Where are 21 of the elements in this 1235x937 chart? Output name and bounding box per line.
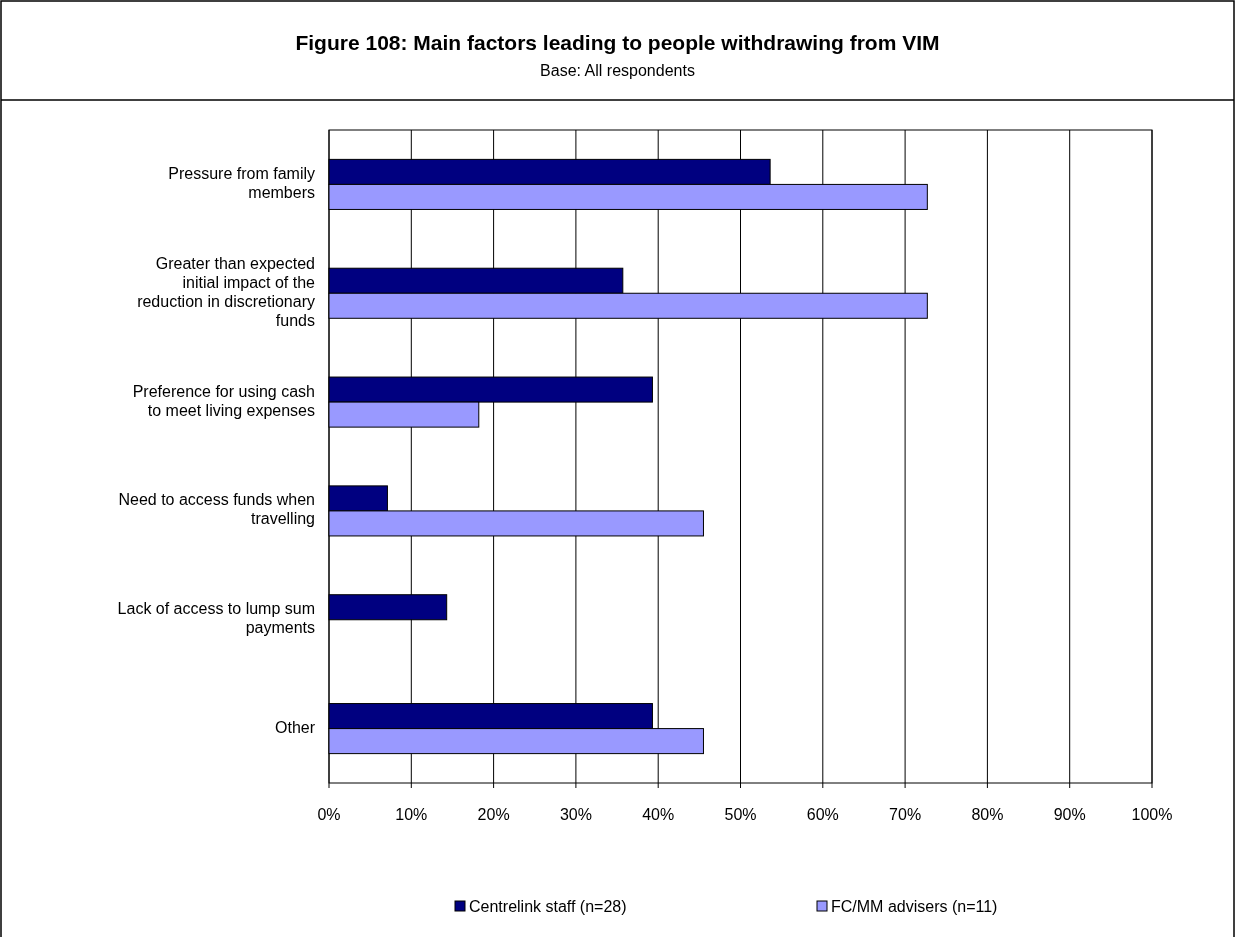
x-tick-label: 80%	[971, 806, 1004, 823]
legend-label: FC/MM advisers (n=11)	[831, 898, 998, 915]
x-tick-label: 100%	[1131, 806, 1173, 823]
x-tick-label: 30%	[559, 806, 592, 823]
y-tick-label: Pressure from family members	[168, 165, 315, 202]
y-tick-label: Other	[274, 718, 316, 736]
y-tick-label: Need to access funds when travelling	[118, 491, 315, 528]
y-tick-label: Lack of access to lump sum payments	[117, 600, 315, 637]
legend-label: Centrelink staff (n=28)	[469, 898, 627, 915]
y-tick-label: Greater than expected initial impact of the reduction in discretionary funds	[137, 254, 316, 329]
x-tick-label: 60%	[806, 806, 839, 823]
x-tick-label: 20%	[477, 806, 510, 823]
x-tick-label: 70%	[889, 806, 922, 823]
x-tick-label: 90%	[1053, 806, 1086, 823]
x-tick-label: 50%	[724, 806, 757, 823]
y-tick-label: Preference for using cash to meet living expenses	[132, 382, 315, 419]
x-tick-label: 10%	[395, 806, 428, 823]
chart-subtitle: Base: All respondents	[540, 62, 695, 79]
x-tick-label: 0%	[317, 806, 341, 823]
x-tick-label: 40%	[642, 806, 675, 823]
chart-title: Figure 108: Main factors leading to people withdrawing from VIM	[295, 31, 940, 54]
